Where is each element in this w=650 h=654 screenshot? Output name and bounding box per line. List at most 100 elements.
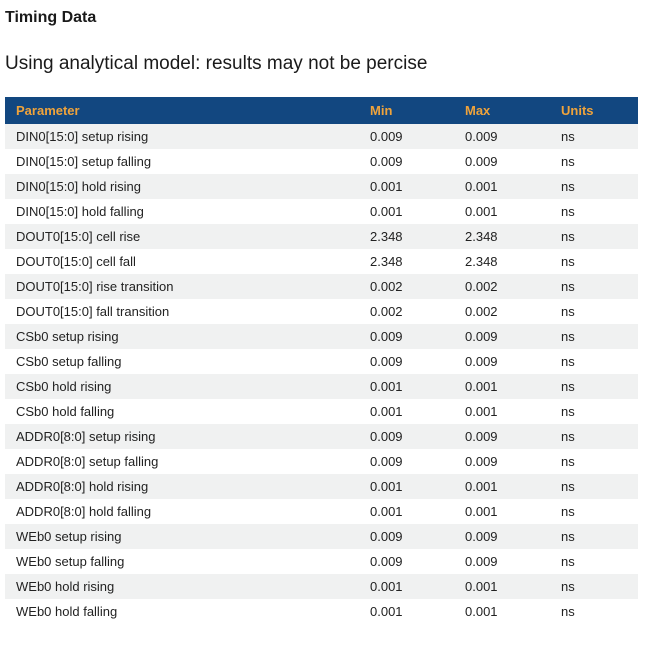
table-row: CSb0 hold rising 0.001 0.001 ns	[5, 374, 638, 399]
units-cell: ns	[561, 329, 575, 344]
min-cell: 0.001	[370, 404, 403, 419]
page-title: Timing Data	[5, 9, 97, 26]
min-cell: 0.009	[370, 354, 403, 369]
column-header-min: Min	[370, 103, 393, 118]
min-cell: 0.009	[370, 429, 403, 444]
table-header: Parameter Min Max Units	[5, 97, 638, 124]
max-cell: 0.001	[465, 579, 498, 594]
parameter-cell: DOUT0[15:0] rise transition	[16, 279, 174, 294]
min-cell: 0.009	[370, 329, 403, 344]
parameter-cell: ADDR0[8:0] hold rising	[16, 479, 149, 494]
max-cell: 0.009	[465, 354, 498, 369]
units-cell: ns	[561, 604, 575, 619]
parameter-cell: WEb0 setup rising	[16, 529, 122, 544]
table-row: DIN0[15:0] setup rising 0.009 0.009 ns	[5, 124, 638, 149]
table-row: DOUT0[15:0] cell fall 2.348 2.348 ns	[5, 249, 638, 274]
units-cell: ns	[561, 229, 575, 244]
units-cell: ns	[561, 354, 575, 369]
min-cell: 0.002	[370, 304, 403, 319]
timing-data-table: Parameter Min Max Units DIN0[15:0] setup…	[5, 97, 638, 624]
table-row: DOUT0[15:0] rise transition 0.002 0.002 ns	[5, 274, 638, 299]
parameter-cell: CSb0 setup rising	[16, 329, 119, 344]
min-cell: 0.001	[370, 479, 403, 494]
parameter-cell: WEb0 hold rising	[16, 579, 115, 594]
units-cell: ns	[561, 279, 575, 294]
units-cell: ns	[561, 204, 575, 219]
table-row: WEb0 setup rising 0.009 0.009 ns	[5, 524, 638, 549]
parameter-cell: CSb0 hold rising	[16, 379, 112, 394]
max-cell: 0.009	[465, 129, 498, 144]
table-row: ADDR0[8:0] setup rising 0.009 0.009 ns	[5, 424, 638, 449]
max-cell: 0.009	[465, 429, 498, 444]
table-body: DIN0[15:0] setup rising 0.009 0.009 ns DIN0[…	[5, 124, 638, 624]
parameter-cell: ADDR0[8:0] setup falling	[16, 454, 159, 469]
units-cell: ns	[561, 179, 575, 194]
max-cell: 0.009	[465, 554, 498, 569]
table-row: DIN0[15:0] hold rising 0.001 0.001 ns	[5, 174, 638, 199]
parameter-cell: WEb0 setup falling	[16, 554, 125, 569]
max-cell: 0.001	[465, 179, 498, 194]
table-header-row: Parameter Min Max Units	[5, 97, 638, 124]
column-header-max: Max	[465, 103, 491, 118]
table-row: ADDR0[8:0] setup falling 0.009 0.009 ns	[5, 449, 638, 474]
min-cell: 0.001	[370, 604, 403, 619]
column-header-units: Units	[561, 103, 594, 118]
table-row: WEb0 hold falling 0.001 0.001 ns	[5, 599, 638, 624]
max-cell: 0.009	[465, 529, 498, 544]
table-row: CSb0 setup rising 0.009 0.009 ns	[5, 324, 638, 349]
parameter-cell: DIN0[15:0] hold falling	[16, 204, 144, 219]
min-cell: 0.009	[370, 454, 403, 469]
min-cell: 0.001	[370, 579, 403, 594]
min-cell: 0.001	[370, 179, 403, 194]
parameter-cell: DIN0[15:0] hold rising	[16, 179, 142, 194]
min-cell: 0.009	[370, 129, 403, 144]
max-cell: 0.009	[465, 454, 498, 469]
table-row: CSb0 hold falling 0.001 0.001 ns	[5, 399, 638, 424]
units-cell: ns	[561, 404, 575, 419]
min-cell: 0.001	[370, 379, 403, 394]
units-cell: ns	[561, 554, 575, 569]
units-cell: ns	[561, 479, 575, 494]
parameter-cell: WEb0 hold falling	[16, 604, 118, 619]
table-row: DOUT0[15:0] fall transition 0.002 0.002 ns	[5, 299, 638, 324]
table-row: DOUT0[15:0] cell rise 2.348 2.348 ns	[5, 224, 638, 249]
max-cell: 2.348	[465, 229, 498, 244]
table-row: CSb0 setup falling 0.009 0.009 ns	[5, 349, 638, 374]
max-cell: 0.001	[465, 404, 498, 419]
units-cell: ns	[561, 304, 575, 319]
table-row: DIN0[15:0] setup falling 0.009 0.009 ns	[5, 149, 638, 174]
units-cell: ns	[561, 254, 575, 269]
min-cell: 0.009	[370, 154, 403, 169]
parameter-cell: DOUT0[15:0] fall transition	[16, 304, 170, 319]
parameter-cell: DIN0[15:0] setup falling	[16, 154, 152, 169]
parameter-cell: ADDR0[8:0] hold falling	[16, 504, 152, 519]
table-row: ADDR0[8:0] hold rising 0.001 0.001 ns	[5, 474, 638, 499]
min-cell: 0.001	[370, 504, 403, 519]
units-cell: ns	[561, 154, 575, 169]
units-cell: ns	[561, 504, 575, 519]
min-cell: 2.348	[370, 254, 403, 269]
table-row: WEb0 setup falling 0.009 0.009 ns	[5, 549, 638, 574]
table-row: ADDR0[8:0] hold falling 0.001 0.001 ns	[5, 499, 638, 524]
max-cell: 0.001	[465, 604, 498, 619]
max-cell: 0.001	[465, 204, 498, 219]
units-cell: ns	[561, 129, 575, 144]
units-cell: ns	[561, 454, 575, 469]
max-cell: 0.002	[465, 304, 498, 319]
page-subtitle: Using analytical model: results may not …	[5, 53, 428, 74]
units-cell: ns	[561, 379, 575, 394]
max-cell: 0.001	[465, 504, 498, 519]
min-cell: 0.009	[370, 554, 403, 569]
parameter-cell: DOUT0[15:0] cell rise	[16, 229, 141, 244]
max-cell: 2.348	[465, 254, 498, 269]
parameter-cell: DIN0[15:0] setup rising	[16, 129, 149, 144]
units-cell: ns	[561, 429, 575, 444]
min-cell: 0.001	[370, 204, 403, 219]
parameter-cell: CSb0 hold falling	[16, 404, 115, 419]
max-cell: 0.001	[465, 479, 498, 494]
units-cell: ns	[561, 529, 575, 544]
table-row: WEb0 hold rising 0.001 0.001 ns	[5, 574, 638, 599]
max-cell: 0.009	[465, 154, 498, 169]
min-cell: 2.348	[370, 229, 403, 244]
max-cell: 0.001	[465, 379, 498, 394]
